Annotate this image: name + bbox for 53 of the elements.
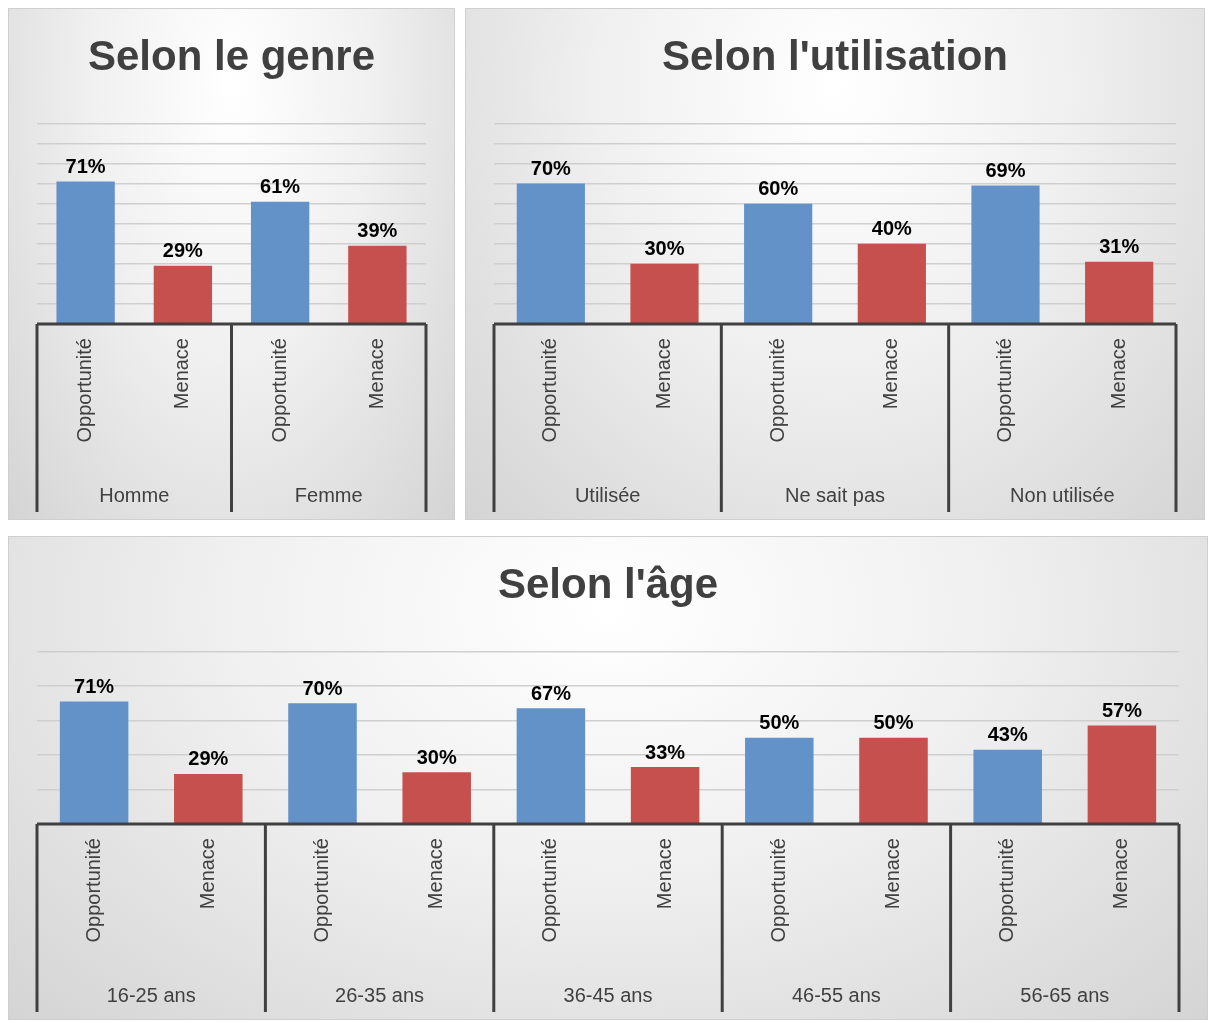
text: Opportunité [993,338,1016,443]
x-tick-label: Ne sait pas [784,483,886,506]
text: Menace [424,838,447,910]
text: Opportunité [267,338,290,443]
x-tick-label: 46-55 ans [791,983,881,1006]
text: Menace [652,338,675,410]
x-tick-label: Utilisée [574,483,641,506]
data-label: 60% [758,177,799,200]
data-label: 43% [987,723,1028,746]
text: Opportunité [538,338,561,443]
text: Menace [195,838,218,910]
x-tick-label: 16-25 ans [106,983,196,1006]
data-label: 50% [759,711,800,734]
x-tick-label: 56-65 ans [1020,983,1110,1006]
text: Opportunité [538,838,561,943]
data-label: 39% [357,219,398,242]
chart-title: Selon l'utilisation [661,31,1009,79]
chart-title: Selon le genre [87,31,376,79]
x-tick-label: Homme [99,483,170,506]
data-label: 30% [416,745,457,768]
text: Menace [881,838,904,910]
data-label: 31% [1099,235,1140,258]
x-tick-label: Non utilisée [1010,483,1115,506]
text: Menace [879,338,902,410]
text: Menace [652,838,675,910]
data-label: 57% [1101,699,1143,722]
data-label: 33% [645,740,686,763]
text: Opportunité [766,838,789,943]
data-label: 71% [65,155,106,178]
x-tick-label: 36-45 ans [563,983,653,1006]
text: Opportunité [81,838,104,943]
data-label: 71% [74,674,115,697]
data-label: 70% [530,157,572,180]
data-label: 29% [162,239,204,262]
data-label: 67% [530,681,572,704]
data-label: 50% [873,711,914,734]
text: Opportunité [73,338,96,443]
text: Menace [1109,838,1132,910]
chart-title: Selon l'âge [497,559,719,607]
data-label: 40% [871,217,913,240]
text: Menace [170,338,193,410]
data-label: 30% [644,237,685,260]
data-label: 29% [188,747,229,770]
x-tick-label: Femme [294,483,363,506]
x-tick-label: 26-35 ans [335,983,425,1006]
text: Opportunité [310,838,333,943]
data-label: 69% [985,159,1026,182]
text: Menace [1106,338,1129,410]
data-label: 70% [302,676,343,699]
text: Opportunité [995,838,1018,943]
data-label: 61% [260,175,301,198]
text: Opportunité [765,338,788,443]
text: Menace [364,338,387,410]
